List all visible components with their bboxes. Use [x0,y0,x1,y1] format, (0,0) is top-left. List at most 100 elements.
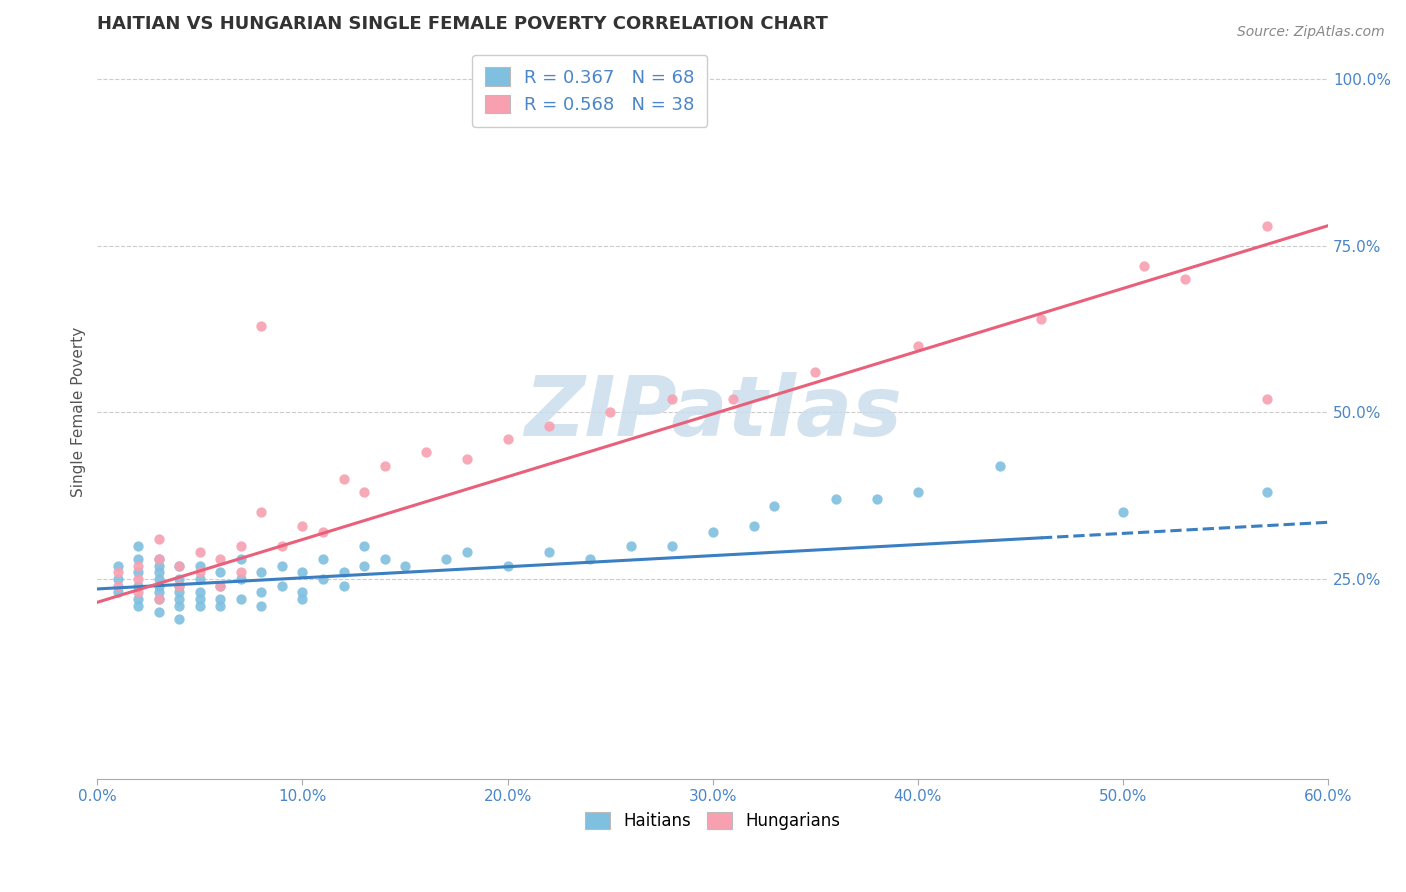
Point [127,591,149,606]
Point [1132,259,1154,273]
Point [188,585,211,599]
Point [742,518,765,533]
Point [169,612,191,626]
Point [415,445,437,459]
Point [373,552,395,566]
Point [188,545,211,559]
Point [148,591,170,606]
Point [661,539,683,553]
Point [578,552,600,566]
Point [312,525,335,540]
Point [291,585,314,599]
Point [291,566,314,580]
Text: Source: ZipAtlas.com: Source: ZipAtlas.com [1237,25,1385,39]
Point [496,432,519,446]
Point [434,552,457,566]
Point [148,566,170,580]
Point [702,525,724,540]
Point [250,505,273,519]
Point [107,558,129,573]
Point [148,552,170,566]
Point [353,558,375,573]
Point [1112,505,1135,519]
Point [127,539,149,553]
Point [229,566,252,580]
Point [127,566,149,580]
Point [107,585,129,599]
Point [250,318,273,333]
Point [456,545,478,559]
Point [1173,272,1195,286]
Point [229,572,252,586]
Point [250,585,273,599]
Point [127,572,149,586]
Point [148,572,170,586]
Point [661,392,683,406]
Point [188,591,211,606]
Point [169,558,191,573]
Point [353,485,375,500]
Point [107,572,129,586]
Text: ZIPatlas: ZIPatlas [524,372,901,453]
Point [127,599,149,613]
Point [456,452,478,467]
Point [250,566,273,580]
Point [229,552,252,566]
Point [866,491,889,506]
Point [271,558,294,573]
Point [169,585,191,599]
Point [291,591,314,606]
Point [804,365,827,379]
Point [312,552,335,566]
Point [373,458,395,473]
Point [723,392,745,406]
Point [209,566,232,580]
Point [188,558,211,573]
Point [188,572,211,586]
Point [394,558,416,573]
Point [291,518,314,533]
Point [599,405,621,419]
Point [332,579,354,593]
Point [353,539,375,553]
Point [148,558,170,573]
Point [229,539,252,553]
Point [907,485,929,500]
Point [127,585,149,599]
Point [169,572,191,586]
Point [148,605,170,619]
Point [169,599,191,613]
Point [312,572,335,586]
Point [188,599,211,613]
Point [148,585,170,599]
Point [763,499,786,513]
Point [209,552,232,566]
Point [824,491,846,506]
Point [332,472,354,486]
Legend: Haitians, Hungarians: Haitians, Hungarians [578,805,848,837]
Point [169,558,191,573]
Point [148,591,170,606]
Point [1256,219,1278,233]
Point [620,539,643,553]
Point [188,566,211,580]
Point [1256,392,1278,406]
Point [1029,312,1052,326]
Point [988,458,1011,473]
Point [271,579,294,593]
Point [537,418,560,433]
Point [209,591,232,606]
Point [209,599,232,613]
Point [148,579,170,593]
Point [169,579,191,593]
Y-axis label: Single Female Poverty: Single Female Poverty [72,327,86,498]
Point [907,338,929,352]
Point [1256,485,1278,500]
Point [271,539,294,553]
Point [496,558,519,573]
Point [209,579,232,593]
Point [127,579,149,593]
Point [107,579,129,593]
Point [127,558,149,573]
Point [127,552,149,566]
